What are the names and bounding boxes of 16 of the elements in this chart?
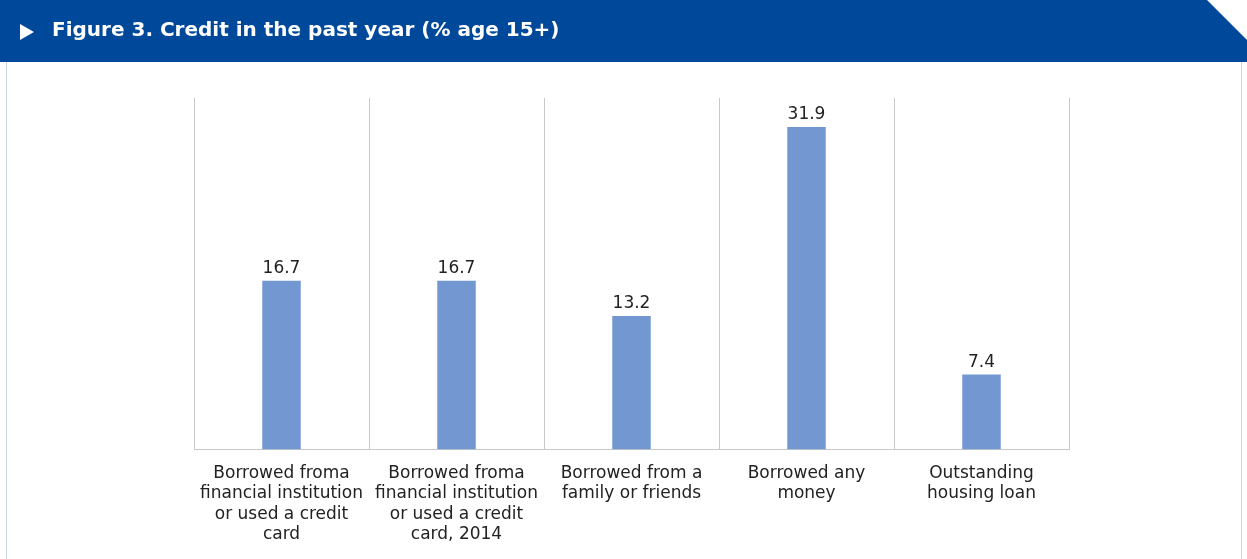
x-tick-label: Borrowed froma financial institution or used a credit card, 2014 xyxy=(374,462,539,544)
bar xyxy=(787,127,826,450)
chart-title: Figure 3. Credit in the past year (% age 15+) xyxy=(52,17,560,41)
data-label: 31.9 xyxy=(787,102,826,123)
x-tick-label: Outstanding housing loan xyxy=(927,462,1036,503)
data-label: 16.7 xyxy=(262,256,301,277)
bar xyxy=(962,374,1001,450)
bar xyxy=(437,280,476,450)
bar xyxy=(612,316,651,450)
bar xyxy=(262,280,301,450)
data-label: 7.4 xyxy=(967,350,996,371)
data-label: 16.7 xyxy=(437,256,476,277)
x-tick-label: Borrowed from a family or friends xyxy=(560,462,703,503)
x-tick-label: Borrowed froma financial institution or used a credit card xyxy=(199,462,364,544)
data-label: 13.2 xyxy=(612,291,651,312)
x-tick-label: Borrowed any money xyxy=(747,462,866,503)
